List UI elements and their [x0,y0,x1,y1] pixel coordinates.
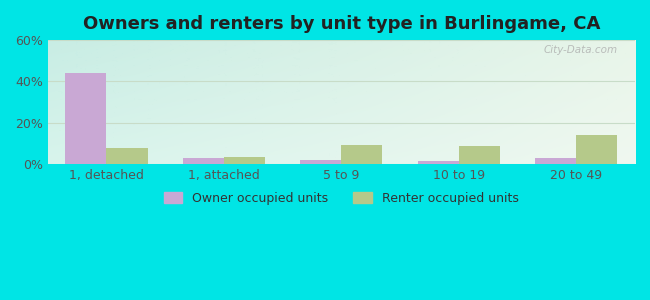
Title: Owners and renters by unit type in Burlingame, CA: Owners and renters by unit type in Burli… [83,15,600,33]
Bar [577,135,617,164]
Bar [66,73,107,164]
Bar [107,148,148,164]
Bar [418,161,459,164]
Legend: Owner occupied units, Renter occupied units: Owner occupied units, Renter occupied un… [159,187,524,210]
Bar [341,145,382,164]
Bar [459,146,500,164]
Bar [535,158,577,164]
Text: City-Data.com: City-Data.com [543,45,618,55]
Bar [300,160,341,164]
Bar [224,157,265,164]
Bar [183,158,224,164]
